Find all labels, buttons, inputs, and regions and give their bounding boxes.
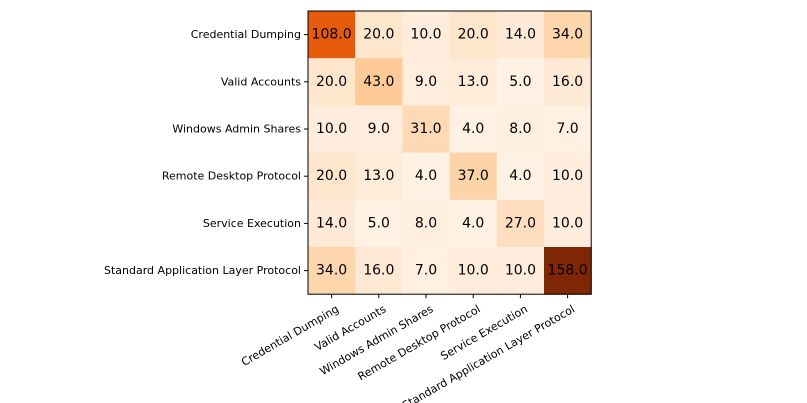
heatmap-cell-value: 20.0 (458, 27, 489, 43)
heatmap-cell-value: 5.0 (509, 74, 531, 90)
y-tick-labels: Credential Dumping Valid Accounts Windows … (104, 28, 308, 277)
heatmap-cell-labels: 108.0 20.0 10.0 20.0 14.0 34.0 20.0 43.0 9.0 13.0… (312, 27, 588, 279)
heatmap-cell-value: 20.0 (363, 27, 394, 43)
heatmap-cell-service-execution-remote-desktop-protocol (449, 199, 498, 248)
heatmap-cell-value: 8.0 (415, 215, 437, 231)
heatmap-cell-remote-desktop-protocol-service-execution (496, 152, 545, 201)
heatmap-cell-windows-admin-shares-credential-dumping (308, 105, 356, 154)
heatmap-cell-value: 14.0 (316, 215, 347, 231)
heatmap-cell-value: 16.0 (363, 263, 394, 279)
heatmap-cell-value: 20.0 (316, 168, 347, 184)
heatmap-cell-credential-dumping-remote-desktop-protocol (449, 11, 498, 59)
heatmap-cell-value: 10.0 (552, 168, 583, 184)
heatmap-cell-remote-desktop-protocol-valid-accounts (355, 152, 403, 201)
heatmap-cell-windows-admin-shares-standard-application-layer-protocol (544, 105, 592, 154)
heatmap-cell-service-execution-valid-accounts (355, 199, 403, 248)
heatmap-cell-credential-dumping-windows-admin-shares (402, 11, 451, 59)
heatmap-cell-value: 10.0 (552, 215, 583, 231)
heatmap-cell-value: 34.0 (316, 263, 347, 279)
plot-frame (307, 10, 592, 295)
heatmap-cell-remote-desktop-protocol-remote-desktop-protocol (449, 152, 498, 201)
y-tick-label-standard-application-layer-protocol: Standard Application Layer Protocol (104, 264, 301, 277)
y-tick-label-service-execution: Service Execution (203, 217, 301, 230)
heatmap-cell-service-execution-service-execution (496, 199, 545, 248)
heatmap-cell-valid-accounts-valid-accounts (355, 58, 403, 106)
heatmap-cell-remote-desktop-protocol-windows-admin-shares (402, 152, 451, 201)
heatmap-cell-service-execution-standard-application-layer-protocol (544, 199, 592, 248)
heatmap-cell-value: 10.0 (458, 263, 489, 279)
heatmap-cell-value: 5.0 (368, 215, 390, 231)
heatmap-cell-value: 20.0 (316, 74, 347, 90)
y-tick-label-windows-admin-shares: Windows Admin Shares (172, 123, 301, 136)
heatmap-cell-windows-admin-shares-remote-desktop-protocol (449, 105, 498, 154)
heatmap-cell-value: 13.0 (458, 74, 489, 90)
heatmap-cell-value: 7.0 (556, 121, 578, 137)
heatmap-cell-remote-desktop-protocol-credential-dumping (308, 152, 356, 201)
heatmap-cell-credential-dumping-valid-accounts (355, 11, 403, 59)
heatmap-cell-service-execution-windows-admin-shares (402, 199, 451, 248)
heatmap-cell-value: 31.0 (410, 121, 441, 137)
heatmap-cell-valid-accounts-standard-application-layer-protocol (544, 58, 592, 106)
heatmap-cell-standard-application-layer-protocol-service-execution (496, 247, 545, 295)
heatmap-cell-valid-accounts-service-execution (496, 58, 545, 106)
heatmap-cell-value: 10.0 (410, 27, 441, 43)
heatmap-cell-value: 158.0 (548, 263, 588, 279)
heatmap-cell-valid-accounts-windows-admin-shares (402, 58, 451, 106)
heatmap-cell-value: 4.0 (462, 215, 484, 231)
heatmap-cell-value: 10.0 (505, 263, 536, 279)
heatmap-cell-value: 4.0 (462, 121, 484, 137)
y-tick-label-remote-desktop-protocol: Remote Desktop Protocol (162, 170, 301, 183)
heatmap-cell-value: 9.0 (415, 74, 437, 90)
heatmap-cell-value: 10.0 (316, 121, 347, 137)
heatmap-cell-credential-dumping-service-execution (496, 11, 545, 59)
heatmap-cell-value: 37.0 (458, 168, 489, 184)
heatmap-cell-value: 14.0 (505, 27, 536, 43)
heatmap-cell-valid-accounts-credential-dumping (308, 58, 356, 106)
heatmap-cell-standard-application-layer-protocol-windows-admin-shares (402, 247, 451, 295)
y-tick-label-credential-dumping: Credential Dumping (191, 28, 301, 41)
heatmap-cell-value: 4.0 (415, 168, 437, 184)
heatmap-cell-value: 4.0 (509, 168, 531, 184)
heatmap-cell-windows-admin-shares-windows-admin-shares (402, 105, 451, 154)
heatmap-cell-value: 16.0 (552, 74, 583, 90)
heatmap-cell-value: 43.0 (363, 74, 394, 90)
heatmap-cell-standard-application-layer-protocol-credential-dumping (308, 247, 356, 295)
heatmap-cell-value: 7.0 (415, 263, 437, 279)
heatmap-cell-valid-accounts-remote-desktop-protocol (449, 58, 498, 106)
heatmap-cell-windows-admin-shares-valid-accounts (355, 105, 403, 154)
heatmap-cell-windows-admin-shares-service-execution (496, 105, 545, 154)
heatmap-cell-value: 27.0 (505, 215, 536, 231)
heatmap-cell-standard-application-layer-protocol-remote-desktop-protocol (449, 247, 498, 295)
heatmap-cell-value: 108.0 (312, 27, 352, 43)
heatmap-cell-credential-dumping-credential-dumping (308, 11, 356, 59)
y-tick-label-valid-accounts: Valid Accounts (221, 75, 301, 88)
heatmap-cell-standard-application-layer-protocol-standard-application-layer-protocol (544, 247, 592, 295)
heatmap-cell-credential-dumping-standard-application-layer-protocol (544, 11, 592, 59)
heatmap-cell-value: 34.0 (552, 27, 583, 43)
heatmap-cell-value: 8.0 (509, 121, 531, 137)
heatmap-cells (308, 11, 592, 295)
heatmap-cell-value: 9.0 (368, 121, 390, 137)
heatmap-cell-remote-desktop-protocol-standard-application-layer-protocol (544, 152, 592, 201)
heatmap-cell-standard-application-layer-protocol-valid-accounts (355, 247, 403, 295)
heatmap-cell-value: 13.0 (363, 168, 394, 184)
heatmap-cell-service-execution-credential-dumping (308, 199, 356, 248)
